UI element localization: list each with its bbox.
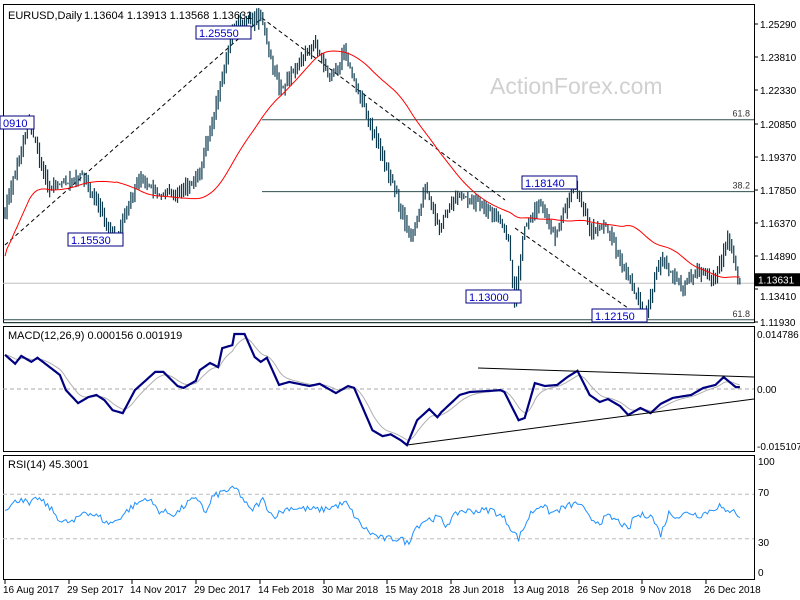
- price-label-box: [0, 115, 35, 130]
- fib-level-label: 61.8: [732, 309, 750, 319]
- price-label: 0910: [3, 118, 27, 130]
- macd-line: [4, 332, 740, 447]
- price-axis-label: 1.16370: [760, 219, 797, 230]
- time-axis-label: 29 Sep 2017: [67, 585, 124, 596]
- price-label-box: [67, 232, 124, 247]
- time-axis-label: 26 Sep 2018: [577, 585, 634, 596]
- macd-axis-label: 0.014786: [757, 330, 799, 341]
- price-label: 1.18140: [525, 178, 565, 190]
- time-axis-label: 14 Feb 2018: [258, 585, 315, 596]
- price-axis-label: 1.17850: [760, 186, 797, 197]
- rsi-axis-label: 30: [758, 538, 770, 549]
- rsi-title: RSI(14) 45.3001: [8, 459, 89, 471]
- current-price-box: [755, 273, 800, 287]
- price-label: 1.13000: [469, 292, 509, 304]
- macd-signal-line: [4, 338, 740, 441]
- time-axis-label: 30 Mar 2018: [322, 585, 379, 596]
- time-axis-label: 9 Nov 2018: [640, 585, 692, 596]
- ohlc-readout: 1.13604 1.13913 1.13568 1.13631: [84, 10, 252, 22]
- price-axis-label: 1.20850: [760, 120, 797, 131]
- price-axis-label: 1.23810: [760, 53, 797, 64]
- dashed-trendline: [261, 17, 506, 201]
- price-axis-label: 1.25290: [760, 20, 797, 31]
- macd-title: MACD(12,26,9) 0.000156 0.001919: [8, 330, 182, 342]
- dashed-trendline: [4, 17, 263, 246]
- macd-axis-label: -0.015107: [757, 442, 800, 453]
- rsi-panel-frame: [3, 455, 755, 580]
- price-axis-label: 1.11930: [760, 318, 796, 329]
- rsi-axis-label: 100: [758, 457, 775, 468]
- price-label-box: [591, 308, 648, 323]
- price-axis-label: 1.14890: [760, 252, 797, 263]
- time-axis-label: 28 Jun 2018: [449, 585, 504, 596]
- moving-average-line: [4, 50, 740, 278]
- time-axis-label: 29 Dec 2017: [194, 585, 251, 596]
- dashed-trendline: [514, 227, 643, 319]
- rsi-line: [4, 485, 741, 547]
- symbol-title: EURUSD,Daily: [8, 10, 82, 22]
- price-label: 1.25550: [199, 28, 239, 40]
- time-axis-label: 14 Nov 2017: [130, 585, 187, 596]
- rsi-layer: [3, 485, 754, 547]
- time-axis-label: 16 Aug 2017: [3, 585, 60, 596]
- macd-support-trendline: [406, 398, 755, 446]
- time-axis-label: 26 Dec 2018: [704, 585, 761, 596]
- rsi-axis-label: 0: [758, 568, 764, 579]
- macd-layer: [3, 332, 755, 447]
- macd-axis-label: 0.00: [757, 385, 777, 396]
- price-layer: 61.8 38.2 61.8 1.25550 0910 1.15530 1.18140 1.1…: [0, 7, 754, 324]
- current-price-label: 1.13631: [758, 275, 795, 286]
- price-label-box: [465, 289, 522, 304]
- price-label: 1.15530: [71, 235, 111, 247]
- watermark: ActionForex.com: [490, 73, 663, 99]
- fib-level-label: 61.8: [732, 109, 750, 119]
- price-axis-label: 1.19370: [760, 153, 797, 164]
- price-label-box: [195, 25, 252, 40]
- price-axis-label: 1.22330: [760, 86, 797, 97]
- price-panel-frame: [3, 4, 755, 323]
- rsi-axis-label: 70: [758, 488, 770, 499]
- time-axis-label: 13 Aug 2018: [513, 585, 570, 596]
- axes-layer: 1.25290 1.23810 1.22330 1.20850 1.19370 1.178…: [3, 20, 800, 596]
- price-label-box: [521, 175, 578, 190]
- time-axis-label: 15 May 2018: [385, 585, 443, 596]
- fib-level-label: 38.2: [732, 181, 750, 191]
- price-label: 1.12150: [595, 311, 635, 323]
- price-axis-label: 1.13410: [760, 292, 797, 303]
- macd-resistance-trendline: [477, 367, 755, 378]
